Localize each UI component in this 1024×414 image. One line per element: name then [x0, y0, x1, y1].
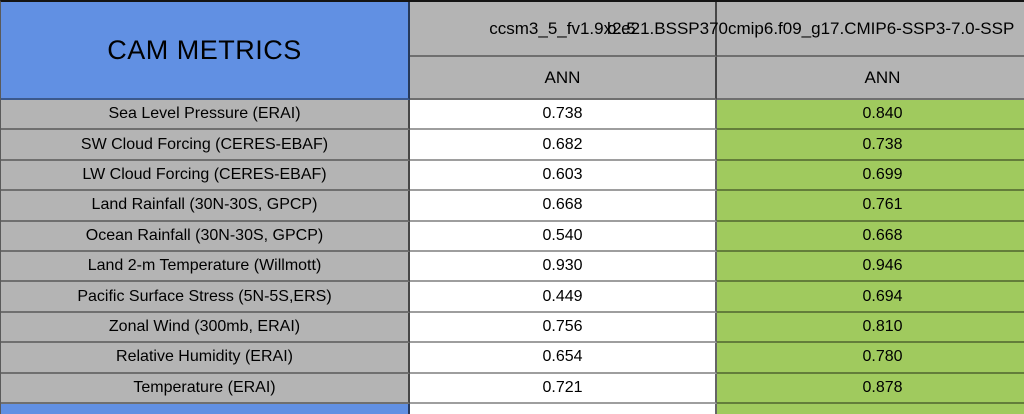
value-cell-run2: 0.738: [717, 130, 1024, 161]
metric-value-run1: 0.682: [542, 135, 583, 153]
metric-value-run1: 0.540: [542, 226, 583, 244]
metric-value-run1: 0.721: [542, 378, 583, 396]
value-cell-run1: 0.682: [410, 130, 717, 161]
metric-value-run1: 0.738: [542, 105, 583, 123]
metric-label-cell: Ocean Rainfall (30N-30S, GPCP): [1, 221, 410, 252]
value-cell-run1: 0.603: [410, 160, 717, 192]
value-cell-run1: 0.756: [410, 312, 717, 344]
metric-value-run1: 0.668: [542, 196, 583, 214]
metric-value-run1: 0.756: [542, 317, 583, 335]
metric-label: Pacific Surface Stress (5N-5S,ERS): [77, 287, 332, 305]
value-cell-run1: 0.721: [410, 373, 717, 404]
metric-label: Ocean Rainfall (30N-30S, GPCP): [85, 226, 324, 244]
metric-value-run2: 0.840: [862, 105, 903, 123]
metric-value-run1: 0.654: [542, 348, 583, 366]
season-header-1: ANN: [410, 57, 717, 100]
metric-label-cell: Temperature (ERAI): [1, 373, 410, 404]
metric-value-run2: 0.694: [862, 287, 903, 305]
metric-value-run1: 0.603: [542, 165, 583, 183]
value-cell-run2: 0.761: [717, 191, 1024, 222]
metric-label: LW Cloud Forcing (CERES-EBAF): [82, 165, 327, 183]
value-cell-run2: 0.699: [717, 160, 1024, 192]
value-cell-run2: 0.878: [717, 373, 1024, 404]
next-row-partial-run1: [410, 403, 717, 414]
value-cell-run1: 0.449: [410, 282, 717, 313]
metric-value-run2: 0.761: [862, 196, 903, 214]
metric-label: Sea Level Pressure (ERAI): [108, 105, 301, 123]
section-title-cell: CAM METRICS: [1, 2, 410, 100]
value-cell-run2: 0.946: [717, 251, 1024, 283]
metric-label: Relative Humidity (ERAI): [116, 348, 293, 366]
run-name-2: b.e21.BSSP370cmip6.f09_g17.CMIP6-SSP3-7.…: [607, 18, 1015, 38]
section-title: CAM METRICS: [107, 34, 302, 65]
run-name-1: ccsm3_5_fv1.9x2.5: [489, 18, 636, 38]
value-cell-run2: 0.810: [717, 312, 1024, 344]
next-section-header-partial: [1, 403, 410, 414]
metric-label: SW Cloud Forcing (CERES-EBAF): [80, 135, 329, 153]
metric-label: Zonal Wind (300mb, ERAI): [108, 317, 301, 335]
value-cell-run1: 0.930: [410, 251, 717, 283]
value-cell-run2: 0.668: [717, 221, 1024, 252]
season-label-2: ANN: [864, 67, 901, 87]
metric-label-cell: Pacific Surface Stress (5N-5S,ERS): [1, 282, 410, 313]
metric-label: Temperature (ERAI): [133, 378, 276, 396]
metric-value-run2: 0.810: [862, 317, 903, 335]
metric-value-run2: 0.878: [862, 378, 903, 396]
metric-label-cell: Zonal Wind (300mb, ERAI): [1, 312, 410, 344]
metric-label-cell: LW Cloud Forcing (CERES-EBAF): [1, 160, 410, 192]
metric-label: Land 2-m Temperature (Willmott): [87, 257, 322, 275]
metric-value-run2: 0.946: [862, 257, 903, 275]
metric-label: Land Rainfall (30N-30S, GPCP): [91, 196, 318, 214]
metric-value-run1: 0.449: [542, 287, 583, 305]
season-label-1: ANN: [544, 67, 581, 87]
metric-value-run2: 0.780: [862, 348, 903, 366]
metric-value-run1: 0.930: [542, 257, 583, 275]
metric-value-run2: 0.738: [862, 135, 903, 153]
value-cell-run2: 0.694: [717, 282, 1024, 313]
metric-value-run2: 0.668: [862, 226, 903, 244]
value-cell-run1: 0.540: [410, 221, 717, 252]
value-cell-run1: 0.738: [410, 100, 717, 131]
value-cell-run2: 0.780: [717, 343, 1024, 374]
metric-label-cell: Relative Humidity (ERAI): [1, 343, 410, 374]
value-cell-run2: 0.840: [717, 100, 1024, 131]
run-header-1: ccsm3_5_fv1.9x2.5: [410, 2, 717, 57]
season-header-2: ANN: [717, 57, 1024, 100]
metric-label-cell: Land 2-m Temperature (Willmott): [1, 251, 410, 283]
value-cell-run1: 0.668: [410, 191, 717, 222]
metric-label-cell: Sea Level Pressure (ERAI): [1, 100, 410, 131]
metric-label-cell: SW Cloud Forcing (CERES-EBAF): [1, 130, 410, 161]
run-header-2: b.e21.BSSP370cmip6.f09_g17.CMIP6-SSP3-7.…: [607, 2, 1024, 57]
next-row-partial-run2: [717, 403, 1024, 414]
metric-label-cell: Land Rainfall (30N-30S, GPCP): [1, 191, 410, 222]
value-cell-run1: 0.654: [410, 343, 717, 374]
metric-value-run2: 0.699: [862, 165, 903, 183]
